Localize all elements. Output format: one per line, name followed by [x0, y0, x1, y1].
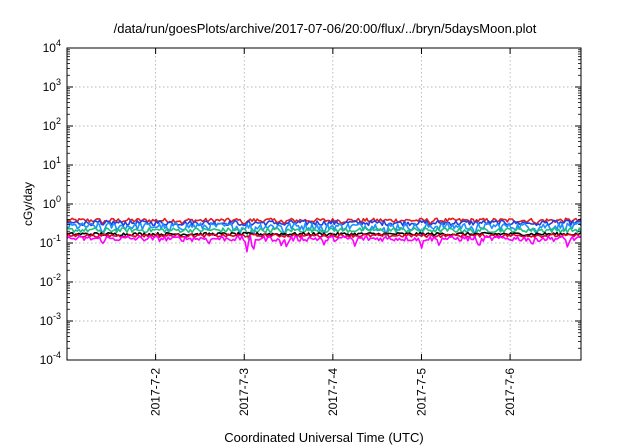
y-tick-base: 10 [43, 80, 57, 94]
y-tick-label: 104 [43, 38, 61, 55]
y-tick-exponent: -3 [53, 311, 61, 321]
y-tick-exponent: 4 [56, 38, 61, 48]
y-tick-label: 101 [43, 155, 61, 172]
y-tick-base: 10 [43, 119, 57, 133]
y-tick-exponent: 2 [56, 116, 61, 126]
y-tick-base: 10 [40, 275, 54, 289]
y-tick-exponent: 3 [56, 77, 61, 87]
y-tick-label: 10-2 [40, 272, 61, 289]
y-tick-exponent: 0 [56, 194, 61, 204]
chart-title: /data/run/goesPlots/archive/2017-07-06/2… [114, 21, 537, 36]
y-tick-base: 10 [43, 158, 57, 172]
x-tick-label: 2017-7-5 [414, 368, 428, 416]
series-group [66, 217, 582, 253]
y-tick-label: 10-4 [40, 350, 61, 367]
y-tick-label: 10-1 [40, 233, 61, 250]
series-line [66, 219, 582, 227]
y-tick-exponent: -4 [53, 350, 61, 360]
x-tick-label: 2017-7-2 [149, 368, 163, 416]
y-tick-base: 10 [40, 314, 54, 328]
series-line [66, 217, 582, 225]
series-line [66, 235, 582, 253]
y-axis-label: cGy/day [21, 182, 35, 226]
grid-lines [67, 48, 581, 360]
y-tick-base: 10 [43, 41, 57, 55]
series-line [66, 227, 582, 241]
y-tick-base: 10 [40, 236, 54, 250]
y-tick-exponent: -2 [53, 272, 61, 282]
y-tick-base: 10 [40, 353, 54, 367]
y-tick-label: 100 [43, 194, 61, 211]
x-tick-label: 2017-7-3 [237, 368, 251, 416]
y-tick-base: 10 [43, 197, 57, 211]
y-tick-exponent: -1 [53, 233, 61, 243]
y-tick-label: 102 [43, 116, 61, 133]
y-tick-label: 103 [43, 77, 61, 94]
series-line [66, 231, 582, 237]
y-tick-label: 10-3 [40, 311, 61, 328]
x-tick-label: 2017-7-4 [326, 368, 340, 416]
y-tick-exponent: 1 [56, 155, 61, 165]
x-tick-label: 2017-7-6 [503, 368, 517, 416]
series-line [66, 222, 582, 237]
x-axis-label: Coordinated Universal Time (UTC) [224, 430, 423, 445]
